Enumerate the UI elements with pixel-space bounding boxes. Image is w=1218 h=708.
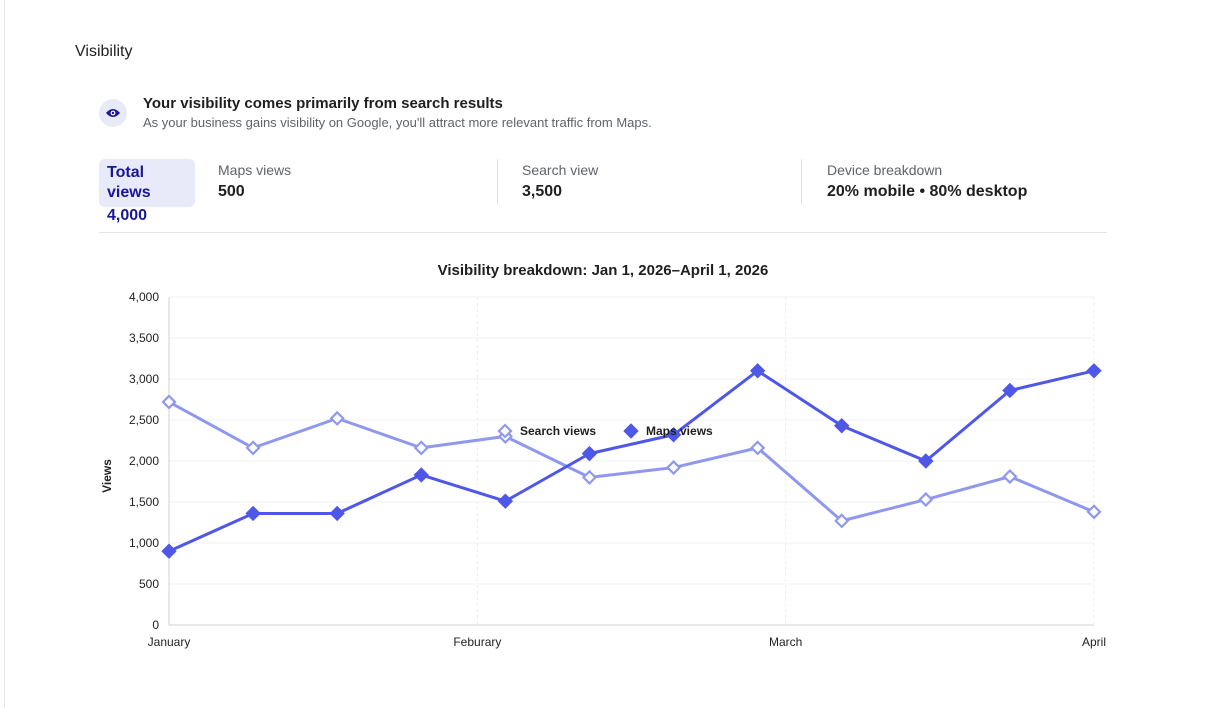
device-breakdown-stat: Device breakdown 20% mobile • 80% deskto…	[827, 161, 1027, 205]
legend-marker-icon	[623, 423, 639, 439]
legend-item: Maps views	[623, 423, 713, 439]
device-breakdown-label: Device breakdown	[827, 162, 943, 178]
legend-label: Search views	[520, 424, 596, 438]
y-tick-label: 2,000	[129, 454, 159, 468]
data-point	[329, 410, 345, 426]
data-point	[161, 394, 177, 410]
series-line	[168, 400, 1095, 523]
stat-divider	[801, 159, 802, 205]
stat-divider	[497, 159, 498, 205]
total-views-value: 4,000	[107, 207, 148, 224]
data-point	[1086, 363, 1102, 379]
data-point	[749, 363, 766, 379]
x-tick-label: April	[1082, 635, 1106, 649]
eye-icon	[99, 99, 127, 127]
data-point	[161, 543, 177, 559]
data-point	[329, 505, 345, 522]
data-point	[665, 427, 682, 443]
y-tick-label: 4,000	[129, 290, 159, 304]
legend-label: Maps views	[646, 424, 713, 438]
y-tick-label: 0	[152, 618, 159, 632]
data-point	[1086, 504, 1102, 520]
data-point	[497, 493, 514, 509]
data-point	[413, 467, 429, 483]
left-border	[4, 0, 5, 708]
data-point	[750, 440, 766, 456]
data-point	[581, 445, 598, 462]
maps-views-label: Maps views	[218, 162, 292, 178]
data-point	[918, 491, 934, 508]
search-views-value: 3,500	[522, 183, 563, 200]
x-tick-label: Feburary	[453, 635, 501, 649]
data-point	[1002, 469, 1018, 485]
data-point	[834, 513, 850, 529]
data-point	[413, 440, 429, 456]
data-point	[581, 469, 598, 485]
insight-title: Your visibility comes primarily from sea…	[143, 95, 503, 112]
insight-banner: Your visibility comes primarily from sea…	[99, 94, 652, 132]
y-axis-label: Views	[100, 459, 114, 493]
series-line	[168, 369, 1095, 553]
data-point	[1002, 382, 1018, 399]
legend-marker-icon	[497, 423, 513, 439]
search-views-stat[interactable]: Search view 3,500	[522, 161, 598, 205]
x-tick-label: March	[769, 635, 802, 649]
data-point	[834, 418, 850, 434]
maps-views-value: 500	[218, 183, 245, 200]
y-tick-label: 500	[139, 577, 159, 591]
y-tick-label: 3,000	[129, 372, 159, 386]
total-views-stat[interactable]: Total views 4,000	[99, 159, 195, 224]
insight-subtitle: As your business gains visibility on Goo…	[143, 115, 652, 130]
data-point	[665, 460, 682, 476]
legend-item: Search views	[497, 423, 596, 439]
data-point	[245, 505, 261, 522]
y-tick-label: 1,500	[129, 495, 159, 509]
stats-row: Total views 4,000 Maps views 500 Search …	[99, 159, 1109, 224]
x-tick-label: January	[148, 635, 191, 649]
maps-views-stat[interactable]: Maps views 500	[218, 161, 291, 205]
total-views-label: Total views	[107, 164, 151, 201]
data-point	[918, 453, 934, 469]
chart-title: Visibility breakdown: Jan 1, 2026–April …	[438, 262, 769, 279]
y-tick-label: 1,000	[129, 536, 159, 550]
y-tick-label: 3,500	[129, 331, 159, 345]
search-views-label: Search view	[522, 162, 599, 178]
data-point	[245, 440, 261, 456]
device-breakdown-value: 20% mobile • 80% desktop	[827, 183, 1028, 200]
section-title: Visibility	[75, 43, 133, 60]
y-tick-label: 2,500	[129, 413, 159, 427]
section-divider	[99, 232, 1107, 233]
visibility-chart: Visibility breakdown: Jan 1, 2026–April …	[100, 262, 1106, 649]
